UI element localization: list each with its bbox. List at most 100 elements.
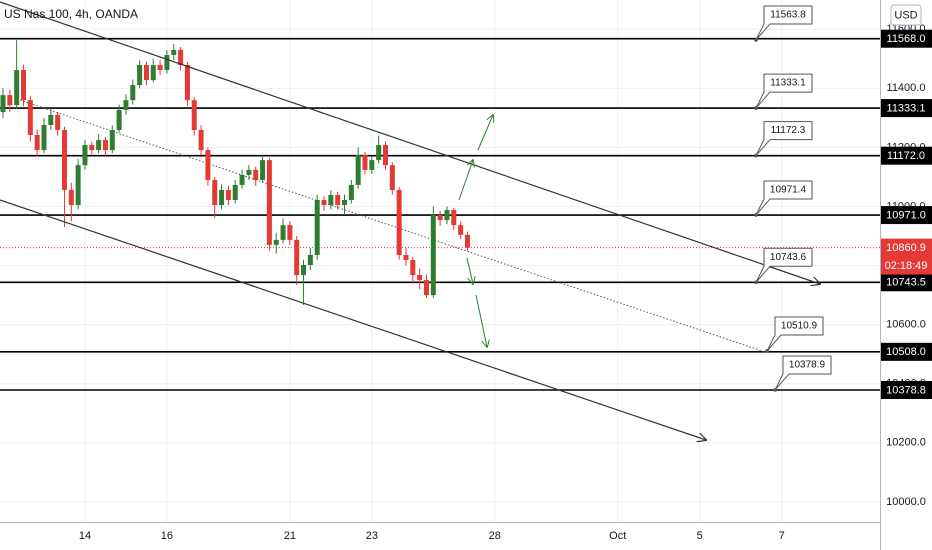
candle-body — [430, 215, 436, 296]
candle-body — [137, 64, 143, 86]
callout-box — [766, 316, 824, 352]
candle — [266, 157, 272, 251]
callout-box — [755, 5, 813, 41]
candle-body — [89, 145, 95, 151]
currency-box[interactable] — [890, 4, 922, 26]
candle-body — [191, 100, 197, 130]
candle — [68, 182, 74, 222]
candle-body — [280, 225, 286, 240]
candle — [307, 247, 313, 271]
candle — [335, 191, 341, 210]
candle-body — [403, 254, 409, 260]
candle-body — [205, 150, 211, 180]
axes: 10000.010200.010400.010600.010800.011000… — [79, 23, 932, 542]
candle — [430, 206, 436, 299]
candle-body — [260, 160, 266, 180]
candle — [403, 247, 409, 266]
callout-label: 11333.1 — [770, 78, 806, 89]
candle-body — [41, 124, 47, 151]
candle-body — [342, 199, 348, 206]
level-box — [881, 29, 932, 48]
callout-label: 10510.9 — [781, 321, 818, 332]
candle — [41, 117, 47, 154]
candle-body — [423, 280, 429, 296]
y-tick-label: 10200.0 — [886, 437, 926, 449]
callout-box — [755, 73, 813, 109]
candle — [328, 190, 334, 210]
level-label: 11333.1 — [887, 102, 926, 114]
candle — [376, 135, 382, 164]
candle-body — [246, 169, 252, 175]
level-box — [881, 381, 932, 400]
candle — [184, 61, 190, 107]
levels — [0, 37, 880, 391]
candle-body — [417, 275, 423, 281]
time-axis — [0, 522, 880, 550]
callout-label: 11563.8 — [770, 10, 806, 21]
callout-label: 10743.6 — [770, 252, 807, 263]
callout-box — [755, 180, 813, 216]
candle-body — [369, 160, 375, 170]
candle — [27, 95, 33, 142]
candle-body — [328, 194, 334, 206]
candle — [423, 274, 429, 299]
candle — [20, 64, 26, 107]
candle — [464, 231, 470, 251]
candle-body — [362, 155, 368, 170]
candle-body — [294, 239, 300, 276]
level-label: 10378.8 — [886, 384, 926, 396]
level-label: 11172.0 — [887, 150, 925, 162]
candle-body — [68, 189, 74, 206]
x-tick-label: 5 — [697, 530, 703, 542]
currency: USD — [894, 9, 917, 21]
candle-body — [396, 189, 402, 255]
candle-body — [116, 109, 122, 130]
candle-body — [7, 95, 13, 106]
candle-body — [239, 174, 245, 185]
candle — [396, 187, 402, 260]
candle-body — [198, 129, 204, 151]
candle-body — [410, 259, 416, 276]
candle — [280, 218, 286, 244]
candle-body — [444, 210, 450, 221]
candle — [61, 126, 67, 228]
chart-title: US Nas 100, 4h, OANDA — [4, 7, 138, 21]
candle-body — [61, 129, 67, 190]
candle — [294, 236, 300, 286]
candle — [123, 94, 129, 115]
last-price-box — [881, 238, 932, 275]
candle-body — [382, 145, 388, 166]
x-tick-label: 28 — [489, 530, 501, 542]
grid — [0, 0, 880, 522]
level-label: 11568.0 — [887, 33, 926, 45]
candle — [410, 256, 416, 284]
candle-body — [348, 184, 354, 200]
candle — [260, 154, 266, 183]
candle — [212, 176, 218, 219]
candle — [287, 221, 293, 245]
y-tick-label: 11400.0 — [887, 82, 926, 94]
arrow-up — [458, 160, 473, 201]
level-label: 10508.0 — [886, 346, 926, 358]
candle-body — [219, 189, 225, 206]
candle — [348, 179, 354, 204]
level-label: 10971.0 — [886, 209, 926, 221]
level-box — [881, 99, 932, 118]
candle — [253, 166, 259, 186]
candle-body — [27, 100, 33, 136]
candle — [205, 147, 211, 186]
candle — [219, 184, 225, 210]
candle — [451, 207, 457, 231]
candle — [314, 194, 320, 260]
candle-body — [130, 85, 136, 101]
channel-mid — [19, 99, 766, 353]
candle-body — [75, 165, 81, 206]
candle-body — [437, 215, 443, 221]
candle — [0, 88, 6, 118]
candle — [382, 141, 388, 170]
x-tick-label: 14 — [79, 530, 91, 542]
candle-body — [321, 199, 327, 206]
candle-body — [287, 225, 293, 240]
candle-body — [0, 95, 6, 112]
